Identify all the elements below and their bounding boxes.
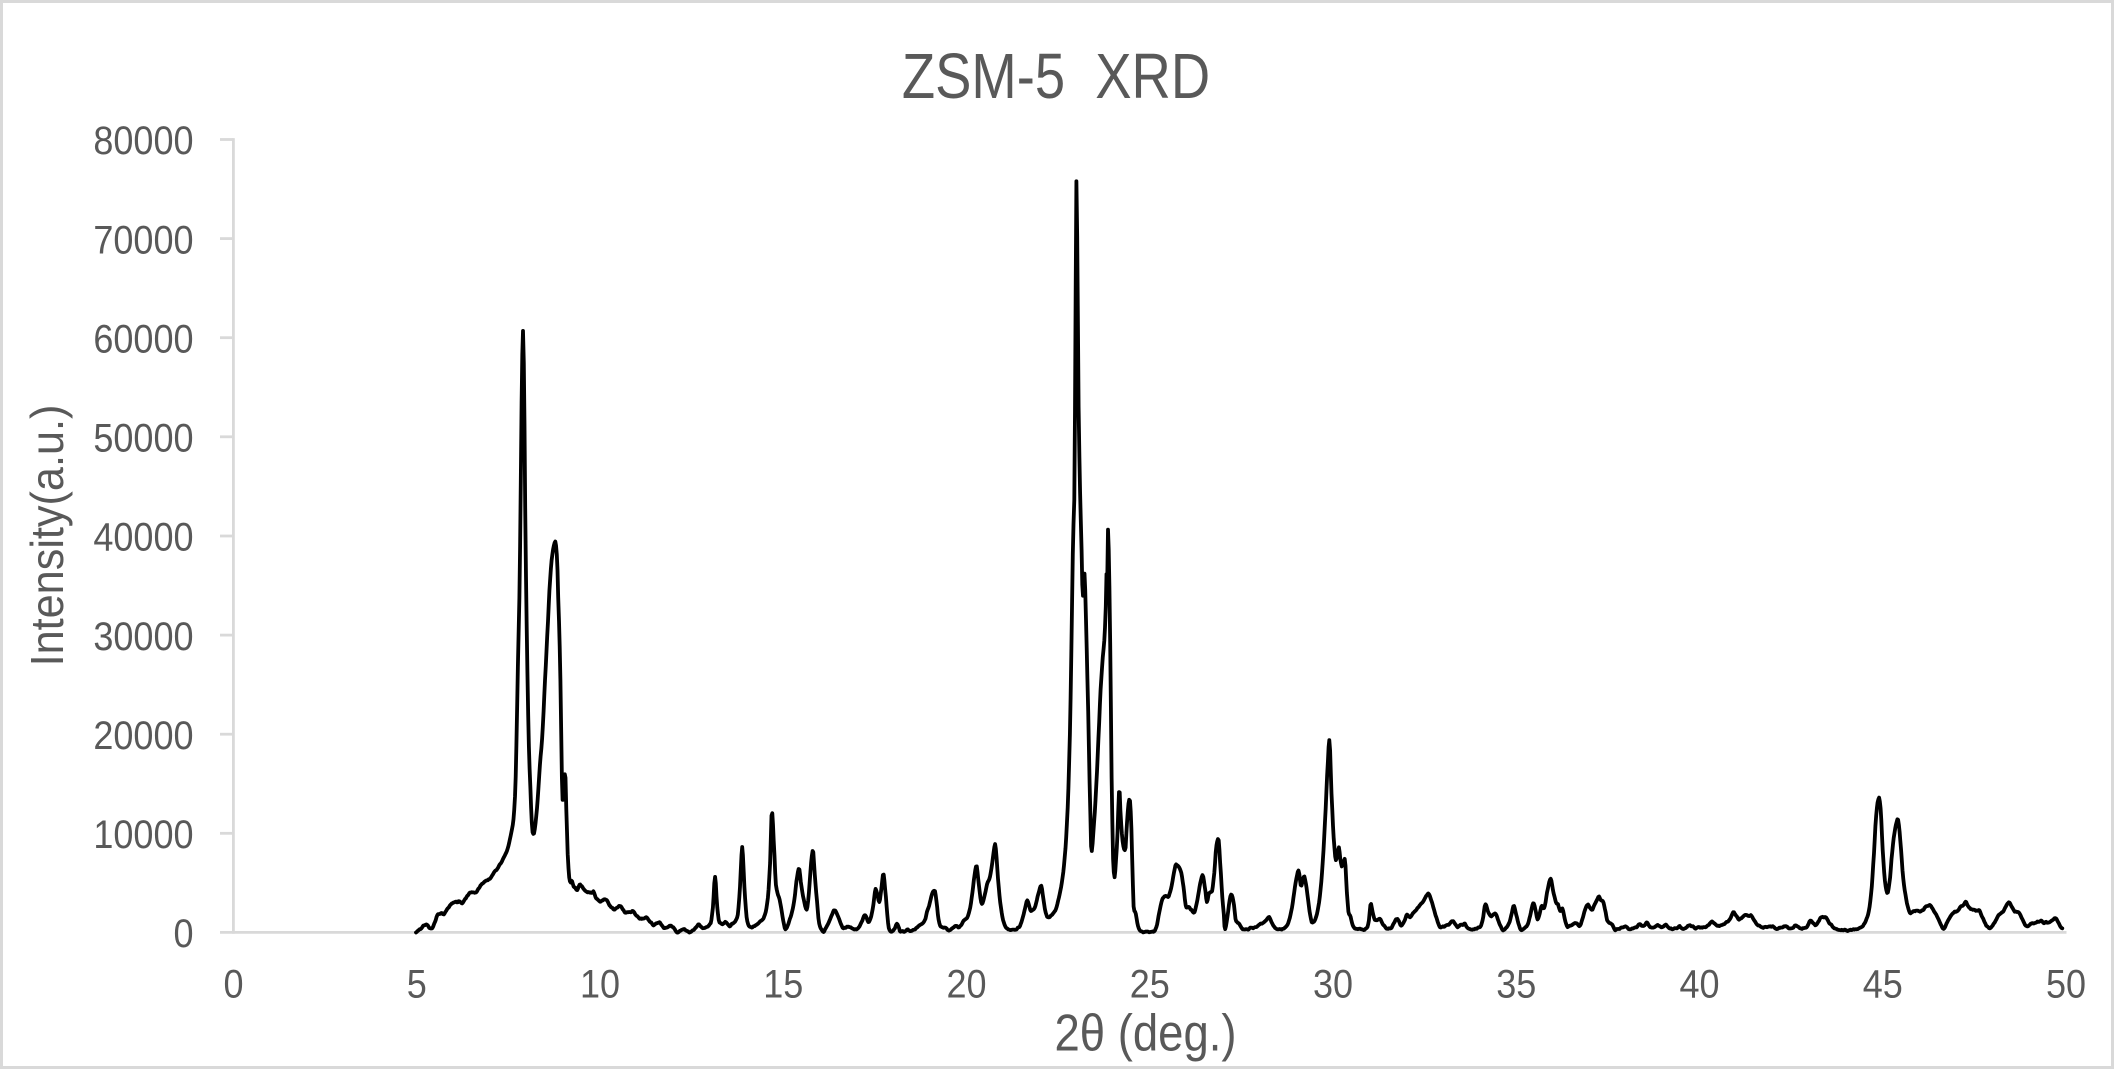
svg-text:35: 35 (1496, 963, 1536, 1007)
svg-text:0: 0 (223, 963, 243, 1007)
svg-text:70000: 70000 (93, 219, 193, 263)
svg-text:30: 30 (1313, 963, 1353, 1007)
svg-text:45: 45 (1863, 963, 1903, 1007)
svg-text:2θ (deg.): 2θ (deg.) (1054, 1005, 1236, 1062)
svg-text:60000: 60000 (93, 318, 193, 362)
svg-text:25: 25 (1130, 963, 1170, 1007)
svg-text:50: 50 (2046, 963, 2086, 1007)
svg-text:0: 0 (173, 912, 193, 956)
svg-text:40: 40 (1679, 963, 1719, 1007)
svg-text:20: 20 (946, 963, 986, 1007)
svg-text:50000: 50000 (93, 417, 193, 461)
svg-text:ZSM-5 XRD: ZSM-5 XRD (902, 40, 1210, 112)
svg-text:80000: 80000 (93, 120, 193, 164)
svg-text:Intensity(a.u.): Intensity(a.u.) (23, 405, 73, 667)
svg-text:40000: 40000 (93, 516, 193, 560)
svg-text:10: 10 (580, 963, 620, 1007)
svg-text:30000: 30000 (93, 615, 193, 659)
svg-text:5: 5 (407, 963, 427, 1007)
svg-text:15: 15 (763, 963, 803, 1007)
svg-text:20000: 20000 (93, 714, 193, 758)
svg-text:10000: 10000 (93, 813, 193, 857)
